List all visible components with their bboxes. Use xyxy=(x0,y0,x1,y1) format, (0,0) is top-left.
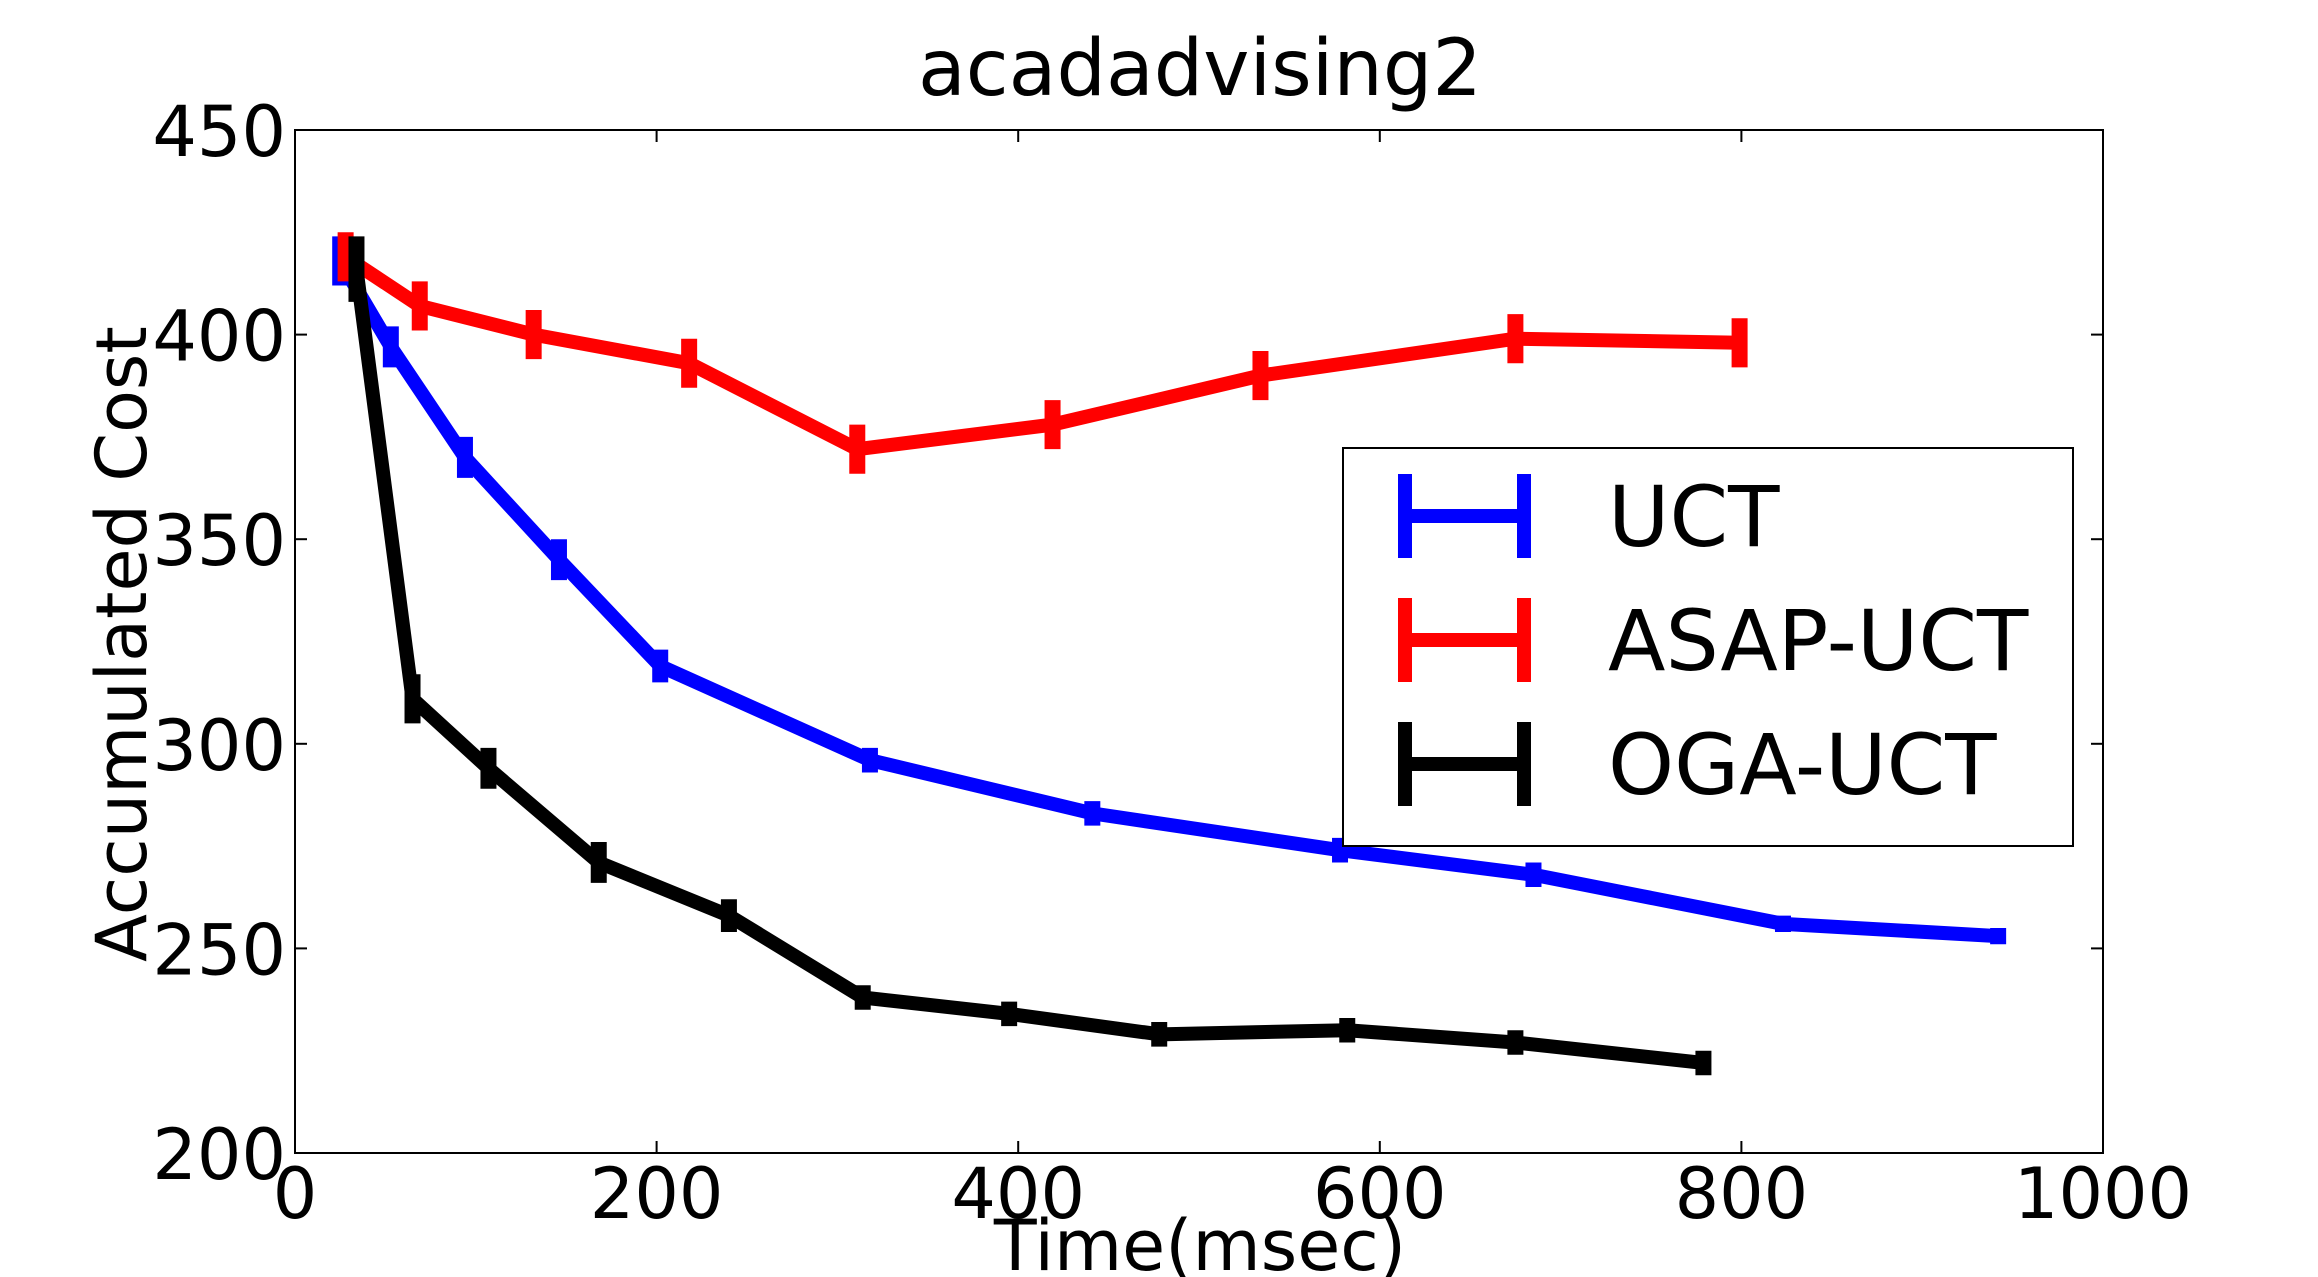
x-tick-label: 400 xyxy=(951,1153,1085,1235)
legend-label: UCT xyxy=(1608,468,1780,566)
legend-label: ASAP-UCT xyxy=(1608,592,2029,690)
y-axis-label: Accumulated Cost xyxy=(81,326,163,962)
y-tick-label: 450 xyxy=(152,91,286,173)
legend-label: OGA-UCT xyxy=(1608,716,1997,814)
chart-title: acadadvising2 xyxy=(918,24,1482,114)
series-layer xyxy=(332,232,2007,1076)
y-tick-label: 400 xyxy=(152,296,286,378)
y-tick-label: 200 xyxy=(152,1114,286,1196)
x-tick-label: 200 xyxy=(590,1153,724,1235)
y-tick-label: 300 xyxy=(152,705,286,787)
series-oga-uct xyxy=(348,236,1712,1076)
legend-entry: UCT xyxy=(1398,468,1780,566)
series-asap-uct xyxy=(337,232,1748,474)
plot-frame xyxy=(294,129,2104,1154)
y-tick-label: 250 xyxy=(152,909,286,991)
legend-entry: ASAP-UCT xyxy=(1398,592,2029,690)
x-tick-label: 600 xyxy=(1313,1153,1447,1235)
legend: UCT ASAP-UCT OGA-UCT xyxy=(1342,447,2074,847)
x-tick-label: 0 xyxy=(273,1153,318,1235)
x-tick-label: 1000 xyxy=(2014,1153,2192,1235)
x-axis-label: Time(msec) xyxy=(993,1205,1406,1277)
x-tick-label: 800 xyxy=(1675,1153,1809,1235)
y-tick-label: 350 xyxy=(152,500,286,582)
series-line xyxy=(341,251,1740,457)
legend-entry: OGA-UCT xyxy=(1398,716,1997,814)
